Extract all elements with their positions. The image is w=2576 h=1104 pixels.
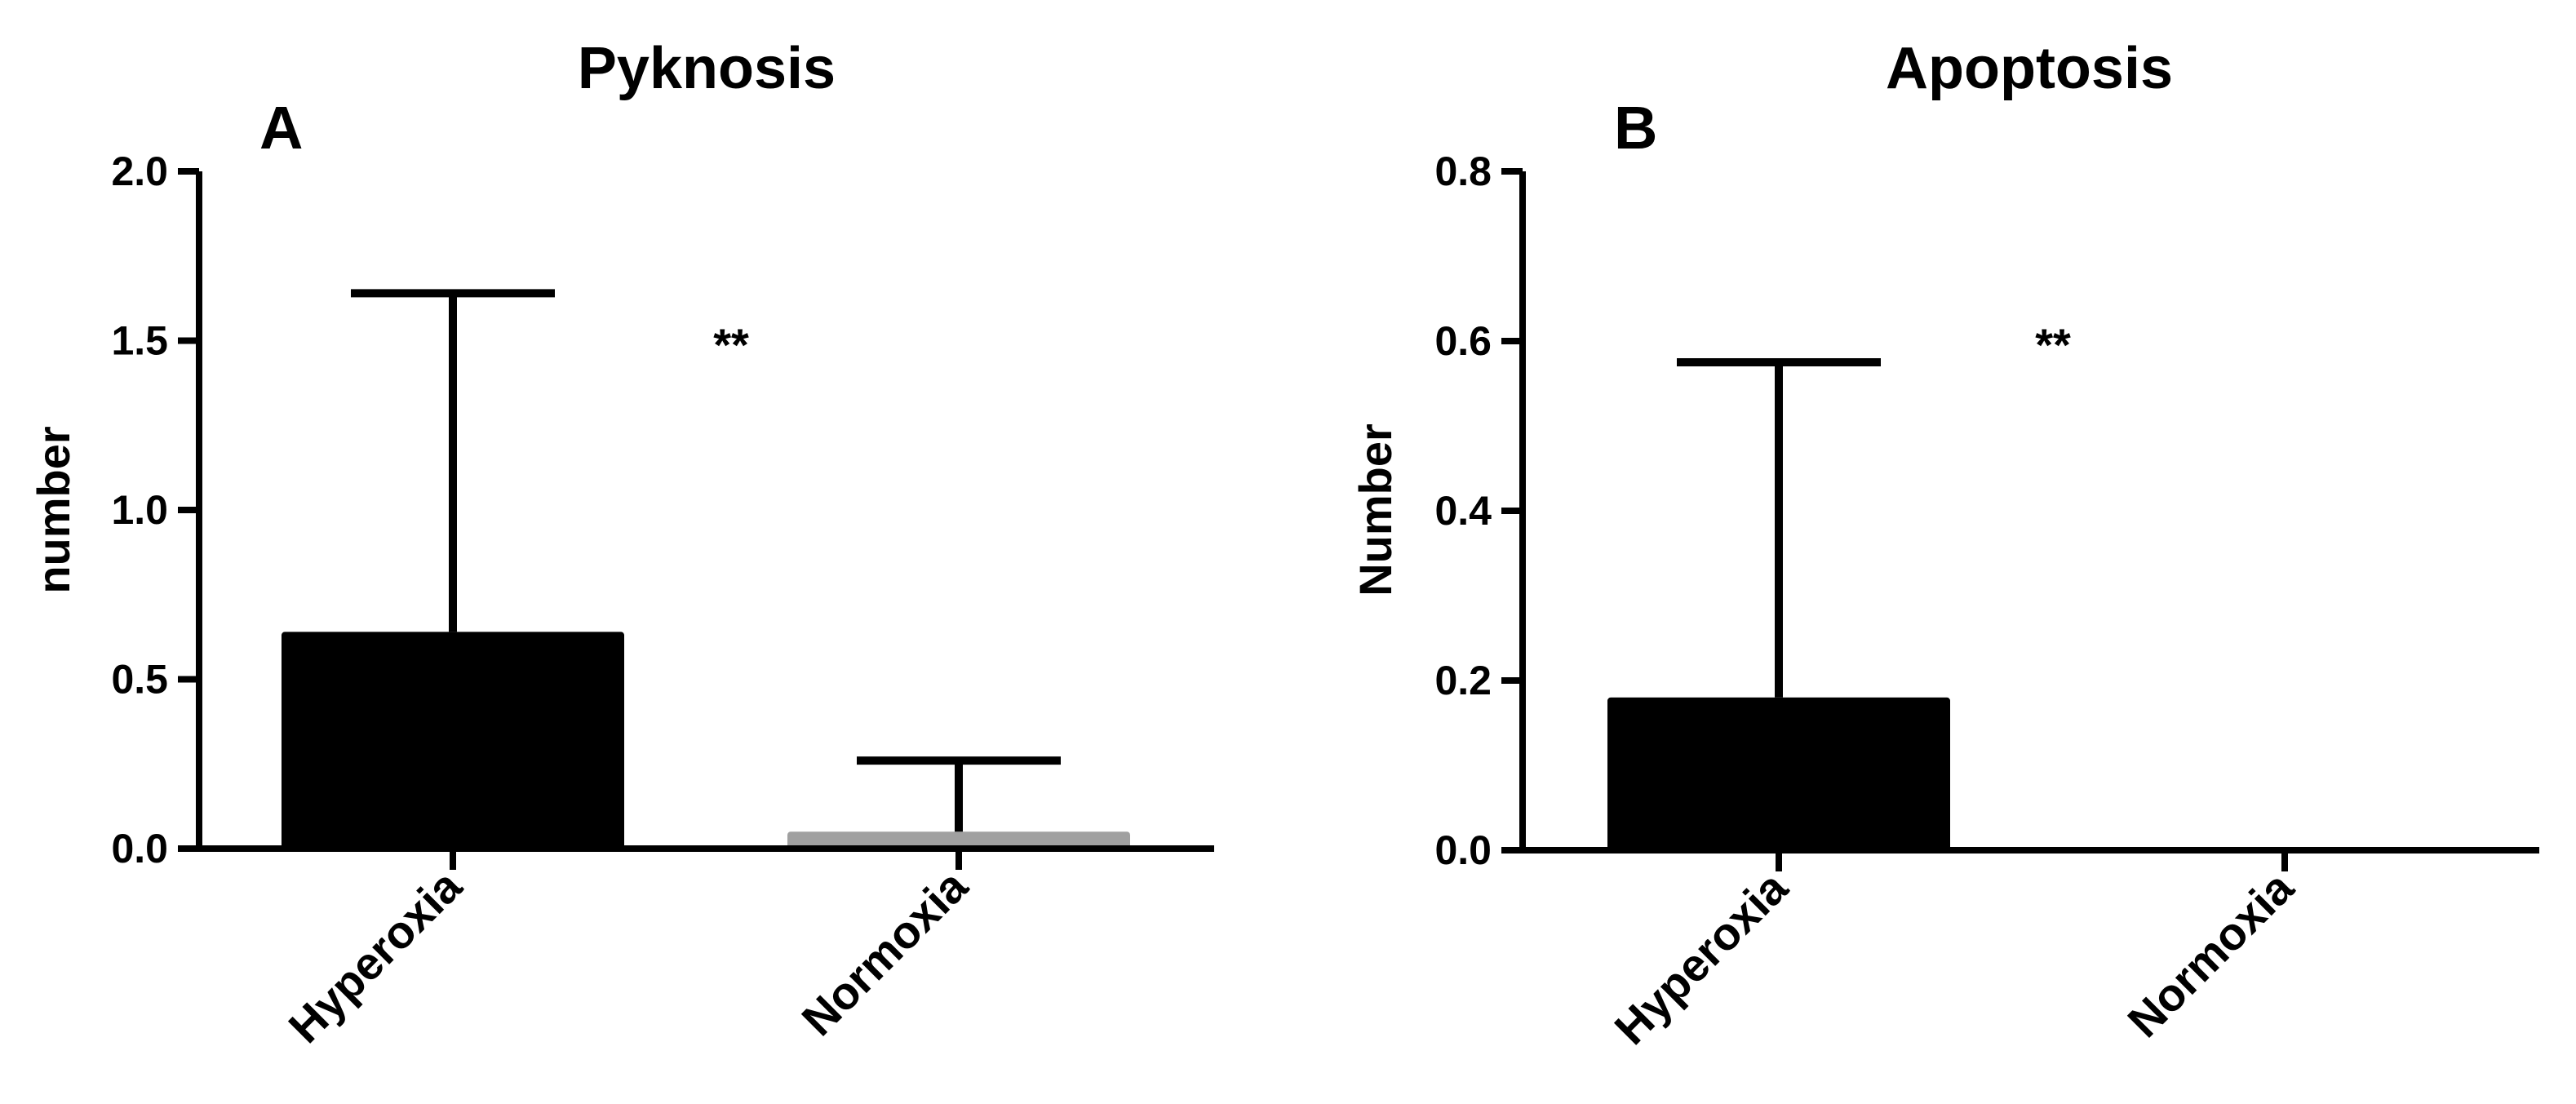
panel-b-y-axis-label: Number bbox=[1350, 423, 1401, 596]
panel-a-significance-annotation: ** bbox=[713, 319, 749, 370]
panel-a-y-tick-label: 1.0 bbox=[111, 487, 168, 533]
panel-a-bar-normoxia bbox=[787, 831, 1130, 849]
panel-b-y-tick-label: 0.6 bbox=[1434, 318, 1492, 364]
panel-a-bar-hyperoxia bbox=[282, 632, 624, 849]
panel-b-y-tick-label: 0.0 bbox=[1434, 827, 1492, 873]
panel-a-y-tick-label: 1.5 bbox=[111, 318, 168, 364]
panel-a-x-tick-label-hyperoxia: Hyperoxia bbox=[278, 859, 472, 1053]
panel-a-x-tick-label-normoxia: Normoxia bbox=[791, 859, 978, 1045]
panel-a-y-axis-label: number bbox=[28, 426, 79, 593]
panel-a-label: A bbox=[259, 94, 303, 162]
panel-b-bar-hyperoxia bbox=[1607, 697, 1950, 850]
panel-b-title: Apoptosis bbox=[1886, 36, 2173, 101]
panel-b-y-tick-label: 0.2 bbox=[1434, 658, 1492, 703]
panel-b-y-tick-label: 0.4 bbox=[1434, 488, 1492, 534]
panel-b-y-tick-label: 0.8 bbox=[1434, 149, 1492, 194]
panel-b-x-tick-label-normoxia: Normoxia bbox=[2117, 861, 2303, 1047]
panel-a-y-tick-label: 0.0 bbox=[111, 826, 168, 871]
panel-a-title: Pyknosis bbox=[578, 36, 836, 101]
panel-b-label: B bbox=[1614, 94, 1657, 162]
panel-a-y-tick-label: 0.5 bbox=[111, 657, 168, 703]
panel-b-significance-annotation: ** bbox=[2035, 319, 2071, 370]
panel-a-y-tick-label: 2.0 bbox=[111, 149, 168, 194]
panel-b-x-tick-label-hyperoxia: Hyperoxia bbox=[1604, 861, 1798, 1054]
